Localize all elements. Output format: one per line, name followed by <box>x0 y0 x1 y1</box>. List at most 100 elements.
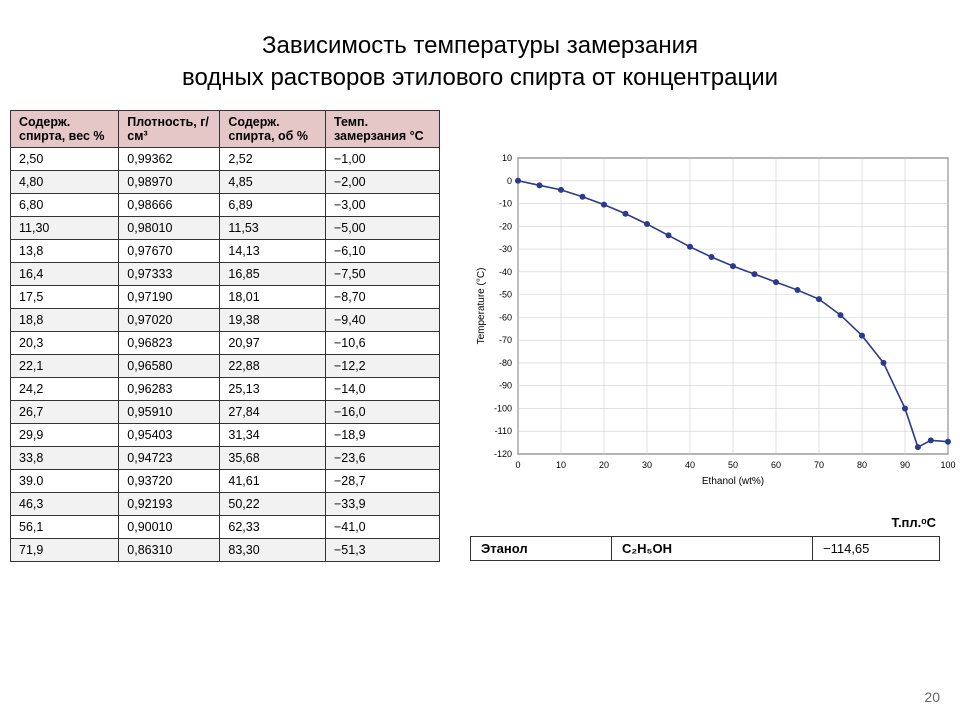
svg-text:50: 50 <box>728 460 738 470</box>
table-cell: −10,6 <box>325 332 439 355</box>
table-cell: −41,0 <box>325 516 439 539</box>
table-cell: 18,01 <box>220 286 326 309</box>
table-row: 46,30,9219350,22−33,9 <box>11 493 440 516</box>
table-cell: 16,4 <box>11 263 119 286</box>
table-cell: −5,00 <box>325 217 439 240</box>
svg-text:-100: -100 <box>494 403 512 413</box>
table-cell: 62,33 <box>220 516 326 539</box>
table-cell: 26,7 <box>11 401 119 424</box>
table-cell: 2,50 <box>11 148 119 171</box>
table-cell: 0,96283 <box>119 378 220 401</box>
svg-text:-120: -120 <box>494 449 512 459</box>
table-cell: 6,89 <box>220 194 326 217</box>
svg-text:90: 90 <box>900 460 910 470</box>
table-cell: 46,3 <box>11 493 119 516</box>
table-cell: 27,84 <box>220 401 326 424</box>
table-header: Содерж. спирта, об % <box>220 111 326 148</box>
table-cell: 31,34 <box>220 424 326 447</box>
table-cell: 4,80 <box>11 171 119 194</box>
title-line-1: Зависимость температуры замерзания <box>262 32 698 59</box>
svg-text:Temperature (°C): Temperature (°C) <box>476 268 487 345</box>
table-cell: −33,9 <box>325 493 439 516</box>
table-cell: 2,52 <box>220 148 326 171</box>
table-cell: 0,94723 <box>119 447 220 470</box>
table-cell: 18,8 <box>11 309 119 332</box>
table-cell: −8,70 <box>325 286 439 309</box>
table-row: 13,80,9767014,13−6,10 <box>11 240 440 263</box>
svg-text:0: 0 <box>507 176 512 186</box>
table-row: 26,70,9591027,84−16,0 <box>11 401 440 424</box>
table-cell: 0,93720 <box>119 470 220 493</box>
table-row: 29,90,9540331,34−18,9 <box>11 424 440 447</box>
table-row: 20,30,9682320,97−10,6 <box>11 332 440 355</box>
table-cell: −51,3 <box>325 539 439 562</box>
freezing-chart: 0102030405060708090100100-10-20-30-40-50… <box>470 150 960 490</box>
table-row: 56,10,9001062,33−41,0 <box>11 516 440 539</box>
svg-text:10: 10 <box>556 460 566 470</box>
svg-text:60: 60 <box>771 460 781 470</box>
svg-text:40: 40 <box>685 460 695 470</box>
table-cell: 0,99362 <box>119 148 220 171</box>
table-cell: 33,8 <box>11 447 119 470</box>
table-cell: 0,92193 <box>119 493 220 516</box>
table-cell: 20,97 <box>220 332 326 355</box>
table-cell: −23,6 <box>325 447 439 470</box>
table-cell: −9,40 <box>325 309 439 332</box>
table-cell: 29,9 <box>11 424 119 447</box>
table-cell: 0,86310 <box>119 539 220 562</box>
table-row: 71,90,8631083,30−51,3 <box>11 539 440 562</box>
svg-text:100: 100 <box>940 460 955 470</box>
table-cell: −16,0 <box>325 401 439 424</box>
svg-text:-110: -110 <box>495 426 512 436</box>
table-row: 16,40,9733316,85−7,50 <box>11 263 440 286</box>
table-row: 6,800,986666,89−3,00 <box>11 194 440 217</box>
table-cell: −6,10 <box>325 240 439 263</box>
table-cell: 0,97670 <box>119 240 220 263</box>
table-cell: 4,85 <box>220 171 326 194</box>
melting-point-label: Т.пл.ᵒС <box>470 515 940 530</box>
svg-text:80: 80 <box>857 460 867 470</box>
svg-text:0: 0 <box>515 460 520 470</box>
table-cell: 24,2 <box>11 378 119 401</box>
table-cell: −2,00 <box>325 171 439 194</box>
table-row: 39.00,9372041,61−28,7 <box>11 470 440 493</box>
table-cell: 0,95910 <box>119 401 220 424</box>
ethanol-info: Т.пл.ᵒС Этанол C₂H₅OH −114,65 <box>470 515 940 561</box>
table-cell: 0,98666 <box>119 194 220 217</box>
svg-text:-70: -70 <box>499 335 512 345</box>
table-cell: 11,30 <box>11 217 119 240</box>
table-row: 33,80,9472335,68−23,6 <box>11 447 440 470</box>
table-cell: −1,00 <box>325 148 439 171</box>
table-cell: 25,13 <box>220 378 326 401</box>
table-cell: 20,3 <box>11 332 119 355</box>
table-cell: 71,9 <box>11 539 119 562</box>
table-row: 22,10,9658022,88−12,2 <box>11 355 440 378</box>
table-cell: 56,1 <box>11 516 119 539</box>
table-cell: 0,98970 <box>119 171 220 194</box>
table-cell: 41,61 <box>220 470 326 493</box>
svg-text:30: 30 <box>642 460 652 470</box>
table-cell: −7,50 <box>325 263 439 286</box>
svg-text:-80: -80 <box>499 358 512 368</box>
table-cell: 0,97020 <box>119 309 220 332</box>
page-number: 20 <box>924 689 940 705</box>
table-cell: 0,95403 <box>119 424 220 447</box>
table-row: 11,300,9801011,53−5,00 <box>11 217 440 240</box>
table-cell: 22,88 <box>220 355 326 378</box>
ethanol-formula: C₂H₅OH <box>612 537 813 561</box>
table-cell: 0,96580 <box>119 355 220 378</box>
table-header: Темп. замерзания °C <box>325 111 439 148</box>
table-cell: 0,96823 <box>119 332 220 355</box>
table-header: Плотность, г/см³ <box>119 111 220 148</box>
table-cell: 0,98010 <box>119 217 220 240</box>
table-cell: 17,5 <box>11 286 119 309</box>
ethanol-melting-value: −114,65 <box>813 537 940 561</box>
table-cell: 39.0 <box>11 470 119 493</box>
chart-container: 0102030405060708090100100-10-20-30-40-50… <box>470 150 960 490</box>
table-header: Содерж. спирта, вес % <box>11 111 119 148</box>
svg-text:20: 20 <box>599 460 609 470</box>
table-cell: 35,68 <box>220 447 326 470</box>
table-cell: 0,90010 <box>119 516 220 539</box>
svg-text:70: 70 <box>814 460 824 470</box>
table-cell: −28,7 <box>325 470 439 493</box>
